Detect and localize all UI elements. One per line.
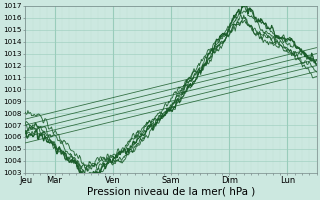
X-axis label: Pression niveau de la mer( hPa ): Pression niveau de la mer( hPa ) xyxy=(87,187,255,197)
